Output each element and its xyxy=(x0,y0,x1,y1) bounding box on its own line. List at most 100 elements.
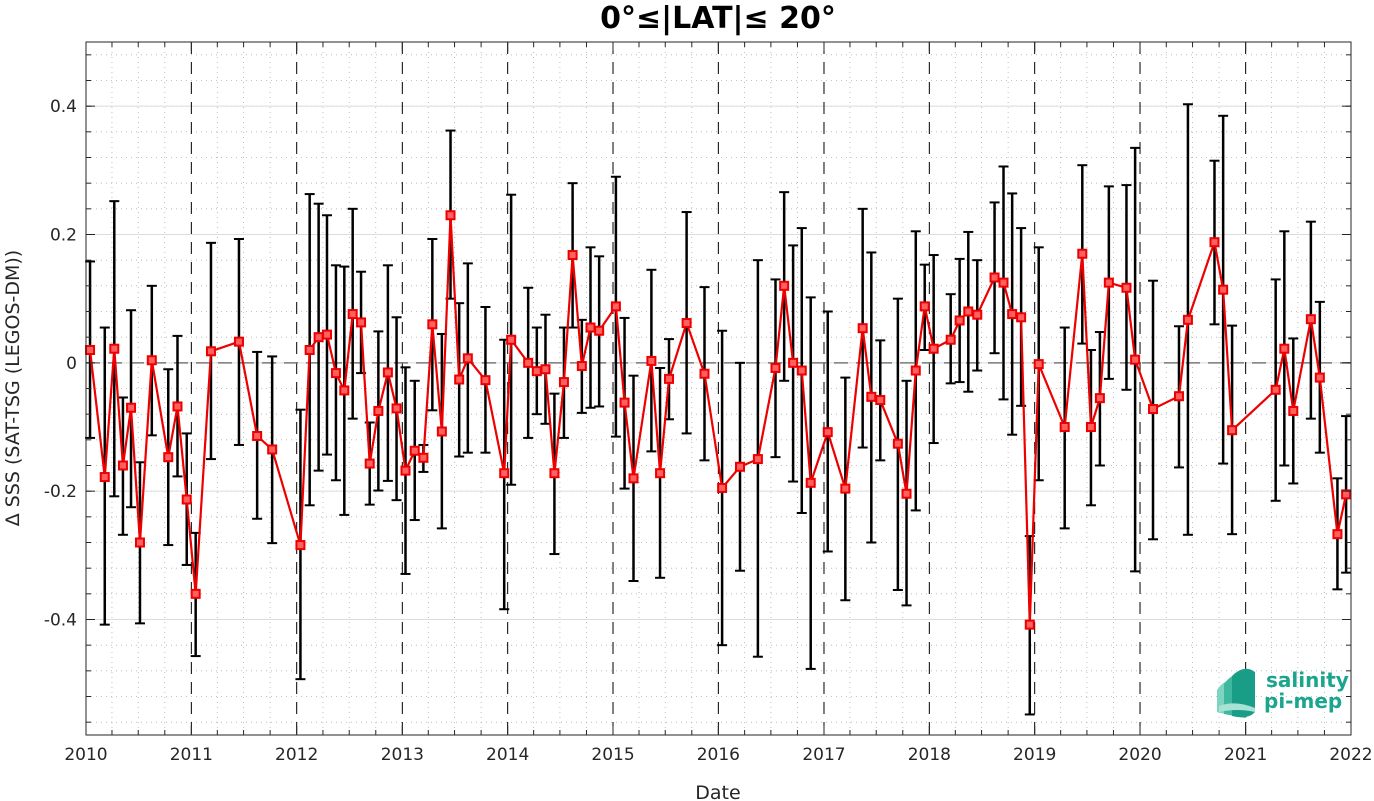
y-tick-label: 0 xyxy=(66,354,77,374)
y-tick-label: -0.2 xyxy=(44,482,77,502)
data-point-marker xyxy=(567,250,578,261)
x-tick-label: 2018 xyxy=(908,745,951,765)
data-point-marker xyxy=(409,445,420,456)
data-point-marker xyxy=(1173,391,1184,402)
data-point-marker xyxy=(910,365,921,376)
data-point-marker xyxy=(85,345,96,355)
data-point-marker xyxy=(866,391,877,402)
data-point-marker xyxy=(610,301,621,312)
data-point-marker xyxy=(699,368,710,379)
data-point-marker xyxy=(146,355,157,366)
data-point-marker xyxy=(892,438,903,449)
data-point-marker xyxy=(796,365,807,376)
data-point-marker xyxy=(1341,489,1352,500)
data-point-marker xyxy=(1182,314,1193,325)
data-point-marker xyxy=(805,477,816,488)
y-tick-labels: -0.4 -0.2 0 0.2 0.4 xyxy=(44,97,77,630)
x-tick-label: 2020 xyxy=(1118,745,1161,765)
data-point-marker xyxy=(779,280,790,291)
x-tick-labels: 2010 2011 2012 2013 2014 2015 2016 2017 2018 2019… xyxy=(64,745,1372,765)
data-point-marker xyxy=(321,329,332,340)
data-point-marker xyxy=(531,366,542,377)
data-point-marker xyxy=(1218,284,1229,295)
data-point-marker xyxy=(313,332,324,343)
data-point-marker xyxy=(347,309,358,320)
data-point-marker xyxy=(540,364,551,375)
data-point-marker xyxy=(576,361,587,372)
data-point-marker xyxy=(233,336,244,347)
x-tick-label: 2022 xyxy=(1329,745,1372,765)
x-tick-label: 2017 xyxy=(802,745,845,765)
data-point-marker xyxy=(356,317,367,328)
data-point-marker xyxy=(735,461,746,472)
data-point-marker xyxy=(172,401,183,412)
data-point-marker xyxy=(875,395,886,406)
data-point-marker xyxy=(205,346,216,357)
data-point-marker xyxy=(1077,248,1088,259)
data-point-marker xyxy=(445,210,456,221)
data-point-marker xyxy=(1103,277,1114,288)
x-tick-label: 2014 xyxy=(486,745,529,765)
data-point-marker xyxy=(998,277,1009,288)
data-point-marker xyxy=(1148,404,1159,415)
data-point-marker xyxy=(628,473,639,484)
data-point-marker xyxy=(267,444,278,455)
data-point-marker xyxy=(117,460,128,471)
data-point-marker xyxy=(954,315,965,326)
logo-wave-icon xyxy=(1217,668,1255,718)
data-point-marker xyxy=(436,426,447,437)
chart-title: 0°≤|LAT|≤ 20° xyxy=(600,1,836,36)
data-point-marker xyxy=(499,468,510,479)
data-point-marker xyxy=(418,452,429,463)
data-point-marker xyxy=(549,468,560,479)
data-point-marker xyxy=(330,368,341,379)
data-point-marker xyxy=(391,403,402,414)
data-point-marker xyxy=(427,319,438,330)
data-point-marker xyxy=(928,343,939,354)
y-tick-label: 0.2 xyxy=(50,226,77,246)
data-point-marker xyxy=(295,540,306,551)
data-point-marker xyxy=(506,334,517,345)
x-tick-label: 2015 xyxy=(591,745,634,765)
data-point-marker xyxy=(840,483,851,494)
data-point-marker xyxy=(1314,372,1325,383)
data-point-marker xyxy=(1332,529,1343,540)
data-point-marker xyxy=(400,465,411,476)
data-point-marker xyxy=(989,272,1000,283)
data-point-marker xyxy=(1121,282,1132,293)
data-point-marker xyxy=(558,377,569,388)
x-tick-label: 2019 xyxy=(1013,745,1056,765)
data-point-marker xyxy=(717,482,728,493)
y-tick-label: -0.4 xyxy=(44,611,77,631)
data-point-marker xyxy=(1024,619,1035,630)
x-axis-label: Date xyxy=(695,782,740,801)
data-point-marker xyxy=(480,375,491,386)
data-point-marker xyxy=(373,405,384,416)
data-point-marker xyxy=(304,345,315,355)
data-point-marker xyxy=(619,397,630,408)
data-point-marker xyxy=(134,537,145,548)
data-point-marker xyxy=(752,454,763,465)
data-point-marker xyxy=(770,362,781,373)
data-point-marker xyxy=(1270,384,1281,395)
axis-ticks xyxy=(85,42,1352,735)
x-tick-label: 2013 xyxy=(381,745,424,765)
y-axis-label: Δ SSS (SAT-TSG (LEGOS-DM)) xyxy=(2,250,24,526)
x-tick-label: 2010 xyxy=(64,745,107,765)
data-point-marker xyxy=(1209,237,1220,248)
plot-area: 2010 2011 2012 2013 2014 2015 2016 2017 2018 2019… xyxy=(44,41,1373,765)
data-point-marker xyxy=(1305,314,1316,325)
data-point-marker xyxy=(126,402,137,413)
data-point-marker xyxy=(181,494,192,505)
data-point-marker xyxy=(1033,359,1044,370)
data-point-marker xyxy=(339,385,350,396)
data-point-marker xyxy=(163,452,174,463)
data-point-marker xyxy=(1007,309,1018,320)
data-point-marker xyxy=(963,306,974,317)
logo-text-salinity: salinity xyxy=(1266,668,1349,692)
data-point-marker xyxy=(1279,343,1290,354)
data-point-marker xyxy=(972,309,983,320)
data-point-marker xyxy=(857,323,868,334)
data-point-marker xyxy=(1016,312,1027,323)
